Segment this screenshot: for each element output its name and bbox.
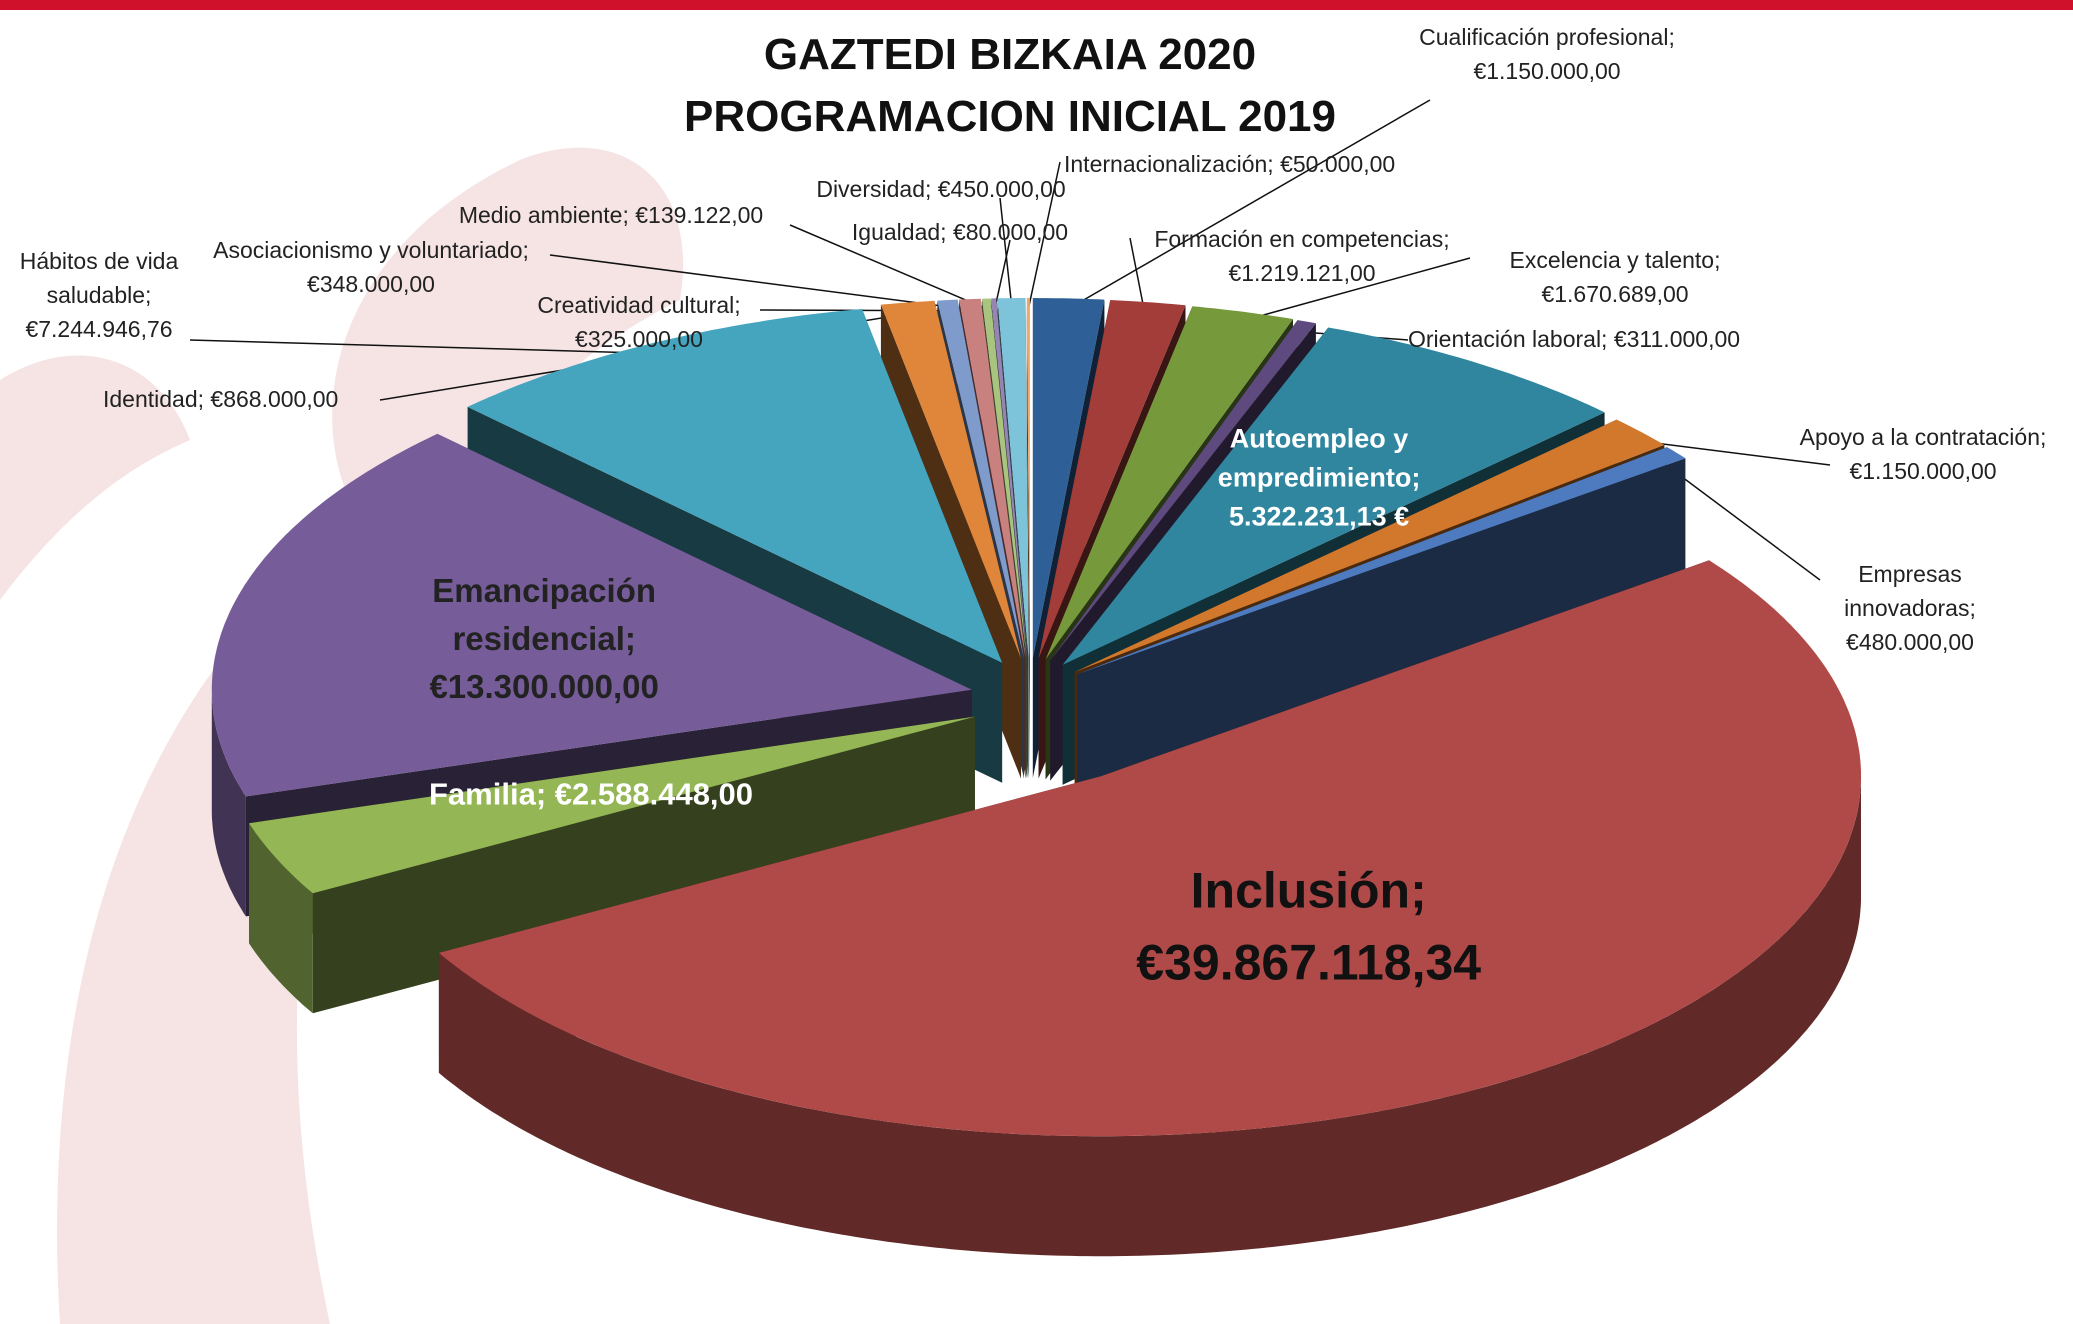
category-label: Familia; <box>429 777 546 812</box>
data-label: Identidad; €868.000,00 <box>103 382 338 416</box>
category-label: Diversidad; <box>816 176 931 202</box>
value-label: €325.000,00 <box>575 326 703 352</box>
value-label: €39.867.118,34 <box>959 927 1659 1000</box>
data-label: Orientación laboral; €311.000,00 <box>1408 322 1740 356</box>
category-label: Medio ambiente; <box>459 202 629 228</box>
value-label: €139.122,00 <box>635 202 763 228</box>
category-label: Internacionalización; <box>1064 151 1274 177</box>
top-bar <box>0 0 2073 10</box>
data-label: Excelencia y talento; €1.670.689,00 <box>1455 243 1775 311</box>
data-label: Igualdad; €80.000,00 <box>852 215 1068 249</box>
category-label: Inclusión; <box>959 854 1659 927</box>
category-label: Autoempleo y empredimiento; <box>1169 419 1469 497</box>
category-label: Emancipación residencial; <box>394 567 694 663</box>
data-label: Inclusión;€39.867.118,34 <box>959 854 1659 999</box>
category-label: Excelencia y talento; <box>1510 247 1721 273</box>
data-label: Empresas innovadoras; €480.000,00 <box>1825 557 1995 659</box>
data-label: Autoempleo y empredimiento;5.322.231,13 … <box>1169 419 1469 536</box>
value-label: €1.219.121,00 <box>1228 260 1375 286</box>
category-label: Empresas innovadoras; <box>1844 561 1976 621</box>
category-label: Asociacionismo y voluntariado; <box>213 237 529 263</box>
data-label: Emancipación residencial;€13.300.000,00 <box>394 567 694 711</box>
data-label: Cualificación profesional; €1.150.000,00 <box>1417 20 1677 88</box>
value-label: €480.000,00 <box>1846 629 1974 655</box>
category-label: Igualdad; <box>852 219 947 245</box>
data-label: Apoyo a la contratación; €1.150.000,00 <box>1763 420 2073 488</box>
value-label: €450.000,00 <box>938 176 1066 202</box>
value-label: €311.000,00 <box>1614 326 1740 352</box>
data-label: Asociacionismo y voluntariado; €348.000,… <box>161 233 581 301</box>
chart-subtitle: PROGRAMACION INICIAL 2019 <box>684 92 1336 142</box>
value-label: 5.322.231,13 € <box>1169 497 1469 536</box>
data-label: Internacionalización; €50.000,00 <box>1064 147 1395 181</box>
category-label: Hábitos de vida saludable; <box>20 248 179 308</box>
data-label: Familia; €2.588.448,00 <box>429 773 753 818</box>
category-label: Apoyo a la contratación; <box>1800 424 2047 450</box>
data-label: Diversidad; €450.000,00 <box>816 172 1065 206</box>
data-label: Medio ambiente; €139.122,00 <box>459 198 763 232</box>
category-label: Formación en competencias; <box>1154 226 1449 252</box>
value-label: €50.000,00 <box>1280 151 1395 177</box>
value-label: €13.300.000,00 <box>394 663 694 711</box>
value-label: €868.000,00 <box>210 386 338 412</box>
value-label: €80.000,00 <box>953 219 1068 245</box>
value-label: €1.150.000,00 <box>1473 58 1620 84</box>
category-label: Identidad; <box>103 386 204 412</box>
value-label: €348.000,00 <box>307 271 435 297</box>
chart-title: GAZTEDI BIZKAIA 2020 <box>764 30 1256 80</box>
category-label: Cualificación profesional; <box>1419 24 1675 50</box>
value-label: €1.670.689,00 <box>1541 281 1688 307</box>
value-label: €2.588.448,00 <box>555 777 753 812</box>
page: GAZTEDI BIZKAIA 2020 PROGRAMACION INICIA… <box>0 0 2073 1324</box>
category-label: Orientación laboral; <box>1408 326 1607 352</box>
value-label: €7.244.946,76 <box>25 316 172 342</box>
value-label: €1.150.000,00 <box>1849 458 1996 484</box>
